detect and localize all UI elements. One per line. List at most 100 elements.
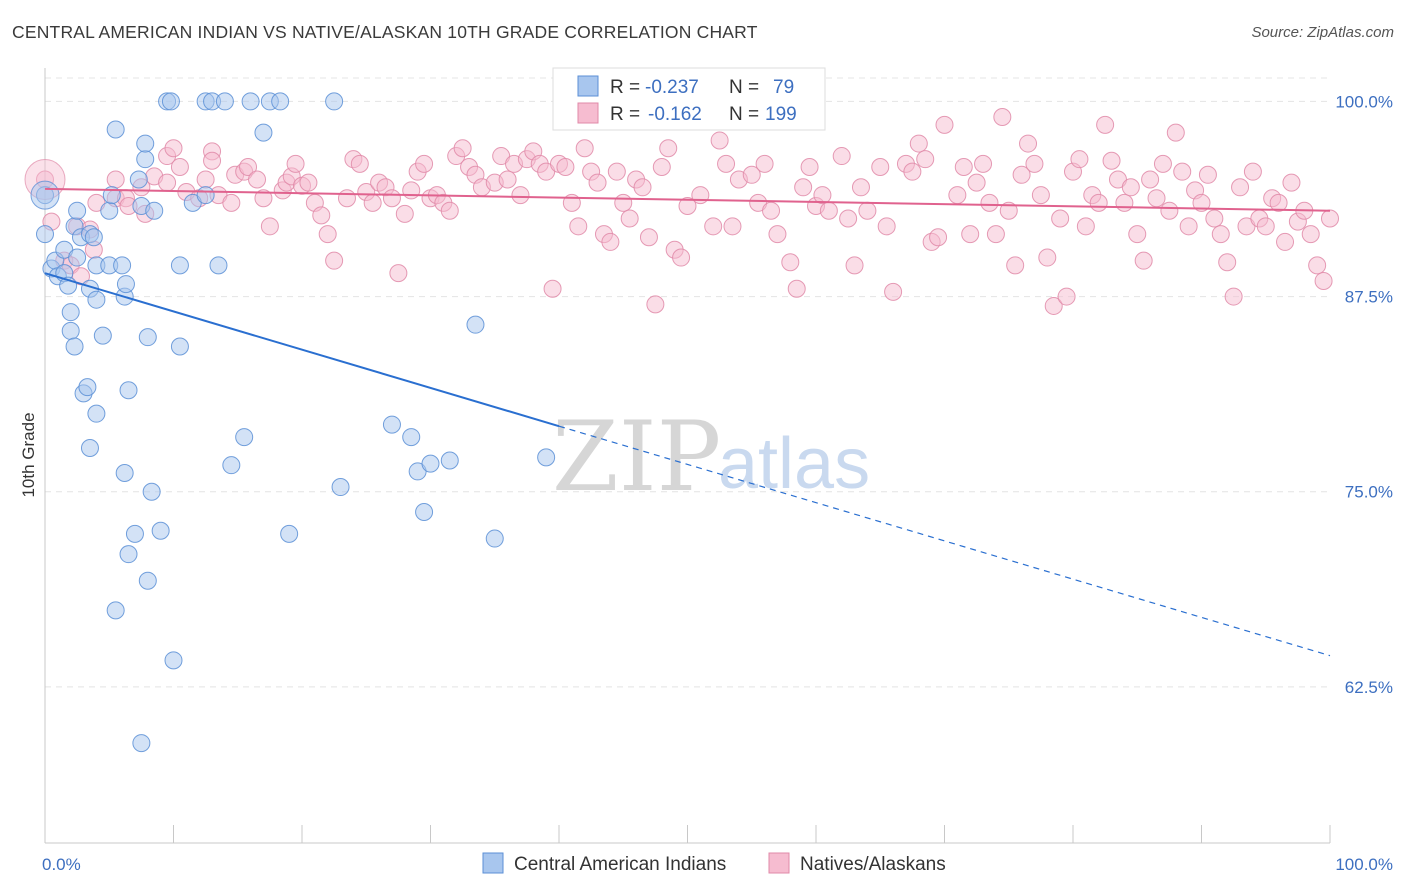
data-point [929, 228, 948, 247]
data-point [312, 206, 331, 225]
trend-line-extension-central-american-indians [558, 425, 1331, 657]
data-point [119, 381, 138, 400]
data-point [84, 228, 103, 247]
trend-line-natives-alaskans [44, 187, 1331, 212]
data-point [113, 256, 132, 275]
stats-r-label: R = [610, 77, 640, 98]
data-point [453, 139, 472, 158]
data-point [800, 157, 819, 176]
bottom-legend: Central American Indians Natives/Alaskan… [482, 852, 946, 875]
data-point [136, 134, 155, 153]
data-point [588, 173, 607, 192]
data-point [755, 154, 774, 173]
data-point [239, 157, 258, 176]
data-point [161, 92, 180, 111]
data-point [954, 157, 973, 176]
data-point [871, 157, 890, 176]
data-point [1031, 186, 1050, 205]
data-point [601, 232, 620, 251]
data-point [196, 186, 215, 205]
data-point [903, 162, 922, 181]
data-point [1025, 154, 1044, 173]
data-point [1096, 115, 1115, 134]
y-tick-label: 62.5% [1345, 678, 1393, 697]
data-point [1256, 217, 1275, 236]
data-point [164, 651, 183, 670]
data-point [115, 463, 134, 482]
stats-n-label: N = [729, 77, 759, 98]
data-point [1141, 170, 1160, 189]
data-point [839, 209, 858, 228]
data-point [961, 225, 980, 244]
data-point [61, 321, 80, 340]
data-point [1147, 189, 1166, 208]
data-point [1198, 165, 1217, 184]
data-point [389, 264, 408, 283]
data-point [1218, 253, 1237, 272]
data-point [967, 173, 986, 192]
data-point [1006, 256, 1025, 275]
data-point [659, 139, 678, 158]
data-point [129, 170, 148, 189]
y-tick-label: 87.5% [1345, 288, 1393, 307]
data-point [132, 734, 151, 753]
data-point [877, 217, 896, 236]
data-point [222, 193, 241, 212]
data-point-cluster [30, 180, 60, 210]
data-point [421, 454, 440, 473]
data-point [80, 439, 99, 458]
y-tick-label: 100.0% [1335, 92, 1393, 111]
data-point [672, 248, 691, 267]
data-point [440, 451, 459, 470]
data-point [1192, 193, 1211, 212]
data-point [1089, 193, 1108, 212]
data-point [119, 545, 138, 564]
data-point [68, 248, 87, 267]
data-point [909, 134, 928, 153]
data-point [678, 197, 697, 216]
data-point [382, 415, 401, 434]
data-point [832, 147, 851, 166]
data-point [974, 154, 993, 173]
data-point [78, 378, 97, 397]
data-point [36, 225, 54, 244]
data-point [136, 150, 155, 169]
data-point [280, 524, 299, 543]
data-point [1044, 296, 1063, 315]
data-point [209, 256, 228, 275]
data-point [1160, 201, 1179, 220]
tick-labels: 100.0% 87.5% 75.0% 62.5% 0.0% 100.0% [42, 92, 1393, 874]
data-point [1038, 248, 1057, 267]
data-point [1308, 256, 1327, 275]
data-point [787, 279, 806, 298]
data-point [1269, 193, 1288, 212]
data-point [1173, 162, 1192, 181]
stats-r-value: -0.237 [645, 77, 699, 98]
stats-swatch-pink [577, 102, 599, 124]
stats-r-value: -0.162 [648, 104, 702, 125]
data-point [402, 181, 421, 200]
data-point [87, 290, 106, 309]
data-point [116, 275, 135, 294]
data-point [948, 186, 967, 205]
data-point [145, 201, 164, 220]
data-point [646, 295, 665, 314]
data-point [151, 521, 170, 540]
data-point [1070, 150, 1089, 169]
data-point [762, 201, 781, 220]
data-point [1057, 287, 1076, 306]
legend-swatch-blue [482, 852, 504, 874]
data-point [170, 157, 189, 176]
data-point [620, 209, 639, 228]
data-point [1314, 271, 1333, 290]
data-point [325, 251, 344, 270]
data-point [511, 186, 530, 205]
x-tick-label: 100.0% [1335, 855, 1393, 874]
trend-line-central-american-indians [44, 272, 560, 428]
data-point [286, 154, 305, 173]
data-point [106, 601, 125, 620]
data-point [415, 503, 434, 522]
data-point [331, 478, 350, 497]
data-point [215, 92, 234, 111]
